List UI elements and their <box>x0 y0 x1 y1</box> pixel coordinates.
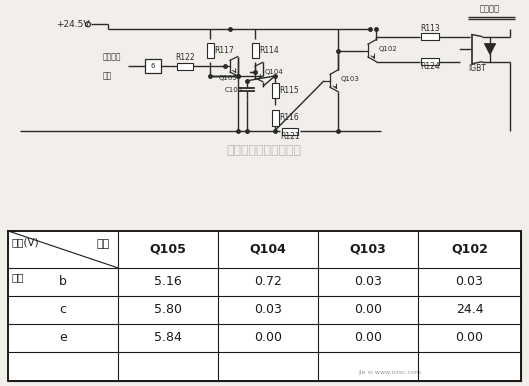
Text: R113: R113 <box>420 24 440 33</box>
Text: 0.00: 0.00 <box>254 332 282 344</box>
Text: 24.4: 24.4 <box>455 303 484 317</box>
Text: R115: R115 <box>279 86 299 95</box>
Text: 位号: 位号 <box>97 239 110 249</box>
Bar <box>177 63 193 69</box>
Text: e: e <box>59 332 67 344</box>
Bar <box>206 43 214 58</box>
Text: 0.00: 0.00 <box>354 303 382 317</box>
Text: +24.5V: +24.5V <box>56 20 89 29</box>
Text: Q102: Q102 <box>378 46 397 52</box>
Bar <box>271 83 278 98</box>
Text: 0.00: 0.00 <box>455 332 484 344</box>
Text: Q102: Q102 <box>451 243 488 256</box>
Text: 管脚: 管脚 <box>12 272 24 282</box>
Text: 驱动信号: 驱动信号 <box>103 52 122 61</box>
Text: 输入: 输入 <box>103 71 112 80</box>
Text: Q104: Q104 <box>250 243 286 256</box>
Text: 杭州将睿科技有限公司: 杭州将睿科技有限公司 <box>226 144 302 157</box>
Text: c: c <box>59 303 67 317</box>
Polygon shape <box>485 44 495 54</box>
Text: R116: R116 <box>279 113 299 122</box>
Text: R122: R122 <box>175 53 195 63</box>
Text: 加热线盘: 加热线盘 <box>480 5 500 14</box>
Text: 0.03: 0.03 <box>354 276 382 288</box>
Text: Q103: Q103 <box>350 243 386 256</box>
Bar <box>421 33 439 40</box>
Bar <box>145 59 161 73</box>
Bar <box>421 58 439 65</box>
Text: R121: R121 <box>280 132 300 141</box>
Text: Q105: Q105 <box>150 243 186 256</box>
Text: 电压(V): 电压(V) <box>12 237 40 247</box>
Text: R117: R117 <box>214 46 234 55</box>
Text: 0.03: 0.03 <box>455 276 484 288</box>
Text: 6: 6 <box>151 63 155 69</box>
Bar <box>271 110 278 125</box>
Bar <box>282 128 298 135</box>
Text: R124: R124 <box>420 61 440 71</box>
Text: 5.80: 5.80 <box>154 303 182 317</box>
Text: Q104: Q104 <box>264 69 284 75</box>
Text: jie xi www.ozsc.com: jie xi www.ozsc.com <box>359 370 422 375</box>
Text: IGBT: IGBT <box>468 64 486 73</box>
Text: Q105: Q105 <box>218 75 238 81</box>
Text: 5.16: 5.16 <box>154 276 182 288</box>
Text: Q103: Q103 <box>340 76 359 82</box>
Text: 5.84: 5.84 <box>154 332 182 344</box>
Text: C105: C105 <box>225 86 243 93</box>
Text: b: b <box>59 276 67 288</box>
Text: 0.72: 0.72 <box>254 276 282 288</box>
Bar <box>251 43 259 58</box>
Text: 0.03: 0.03 <box>254 303 282 317</box>
Text: R114: R114 <box>259 46 279 55</box>
Text: 0.00: 0.00 <box>354 332 382 344</box>
